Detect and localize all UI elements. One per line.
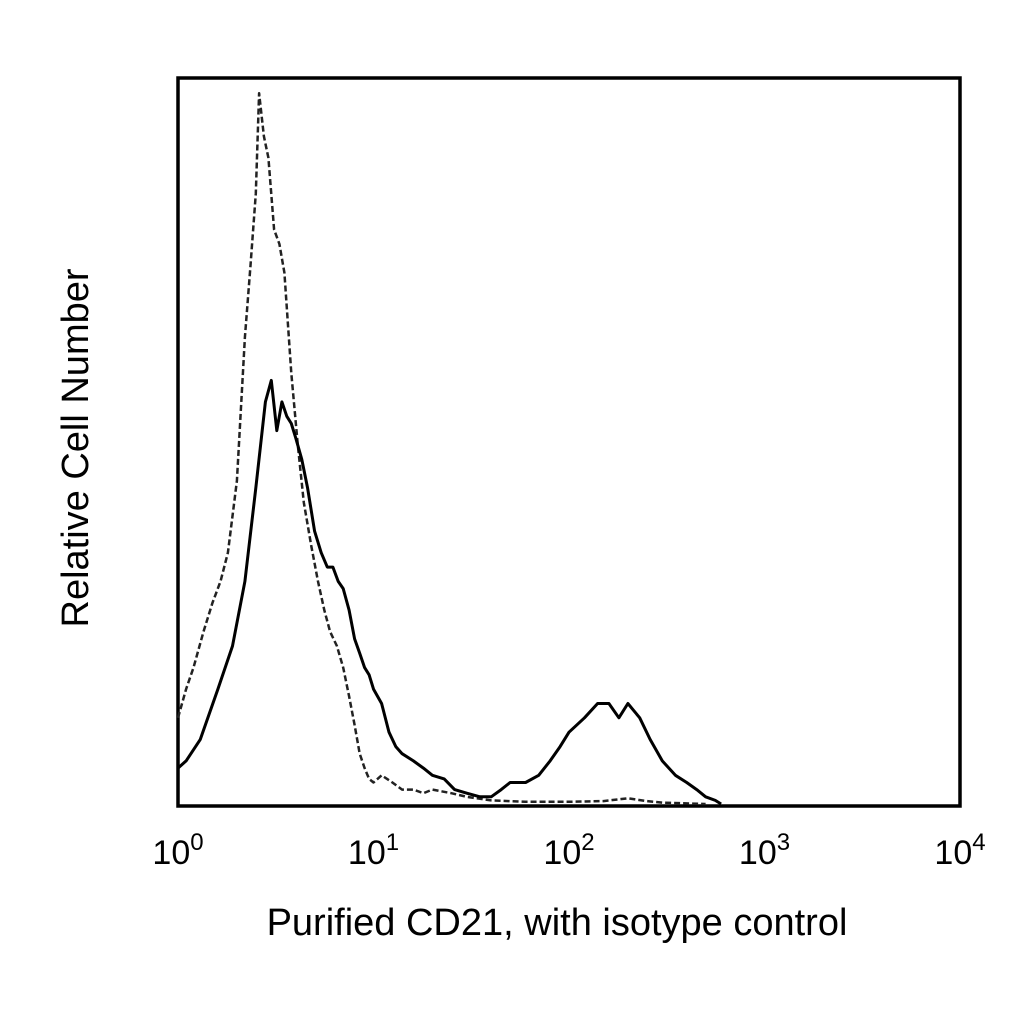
y-axis-title: Relative Cell Number <box>55 268 97 627</box>
plot-frame <box>176 76 962 808</box>
isotype-control-series-line <box>176 91 706 806</box>
cd21-series-line <box>177 378 722 806</box>
x-tick-label: 101 <box>348 829 399 872</box>
x-tick-label: 103 <box>739 829 790 872</box>
series-layer <box>176 91 722 806</box>
x-tick-labels: 100 101 102 103 104 <box>152 829 985 872</box>
x-axis-title: Purified CD21, with isotype control <box>267 902 848 944</box>
x-tick-label: 100 <box>152 829 203 872</box>
x-tick-label: 102 <box>543 829 594 872</box>
x-tick-label: 104 <box>934 829 985 872</box>
